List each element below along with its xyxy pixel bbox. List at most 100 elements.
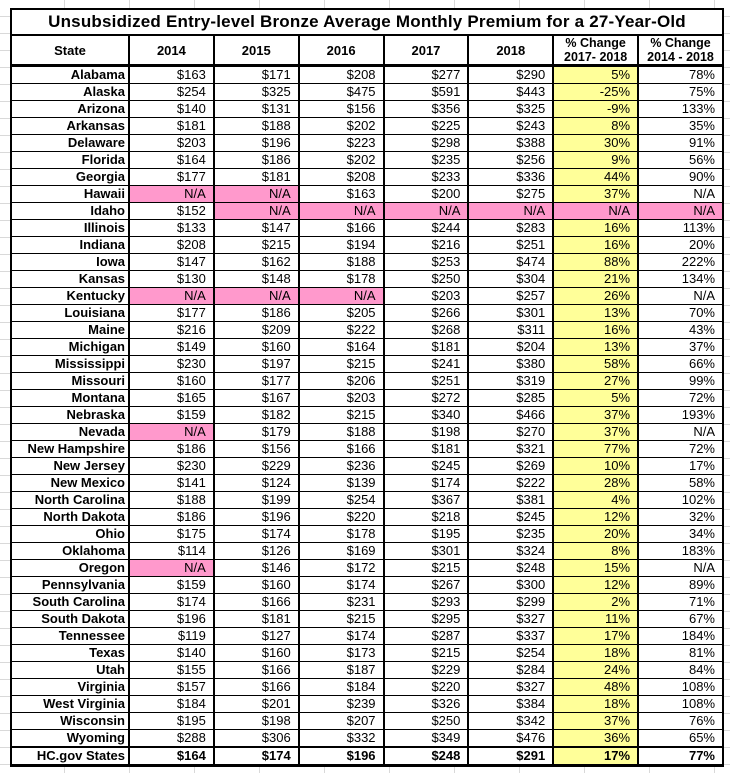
premium-value-cell: $196	[212, 134, 300, 152]
state-cell: Missouri	[10, 372, 130, 390]
state-cell: Michigan	[10, 338, 130, 356]
pct-change-17-18-cell: -9%	[552, 100, 640, 118]
pct-change-17-18-cell: 9%	[552, 151, 640, 169]
pct-change-17-18-cell: 8%	[552, 117, 640, 135]
pct-change-17-18-cell: 26%	[552, 287, 640, 305]
premium-value-cell: $184	[297, 678, 385, 696]
premium-value-cell: $156	[212, 440, 300, 458]
premium-value-cell: $326	[382, 695, 470, 713]
table-row: Nevada N/A $179 $188 $198 $270 37% N/A	[10, 423, 724, 441]
table-row: Arkansas $181 $188 $202 $225 $243 8% 35%	[10, 117, 724, 135]
col-header-pct-change-17-18: % Change 2017- 2018	[552, 34, 640, 67]
state-cell: Alabama	[10, 65, 130, 84]
col-header-2018: 2018	[467, 34, 555, 67]
pct-change-14-18-cell: N/A	[637, 423, 724, 441]
premium-value-cell: $163	[297, 185, 385, 203]
pct-change-14-18-cell: 99%	[637, 372, 724, 390]
premium-value-cell: $146	[212, 559, 300, 577]
pct-change-14-18-cell: 78%	[637, 65, 724, 84]
state-cell: Virginia	[10, 678, 130, 696]
pct-change-14-18-cell: 77%	[637, 746, 724, 767]
premium-value-cell: $147	[212, 219, 300, 237]
premium-value-cell: N/A	[128, 559, 215, 577]
premium-value-cell: $257	[467, 287, 555, 305]
pct-change-17-18-cell: 18%	[552, 644, 640, 662]
pct-change-17-18-cell: 13%	[552, 304, 640, 322]
premium-value-cell: $177	[212, 372, 300, 390]
pct-change-17-18-cell: 24%	[552, 661, 640, 679]
premium-value-cell: $319	[467, 372, 555, 390]
pct-change-17-18-cell: 37%	[552, 423, 640, 441]
table-row: Alaska $254 $325 $475 $591 $443 -25% 75%	[10, 83, 724, 101]
pct-change-14-18-cell: 222%	[637, 253, 724, 271]
col-header-2017: 2017	[382, 34, 470, 67]
premium-value-cell: $266	[382, 304, 470, 322]
pct-change-14-18-cell: 76%	[637, 712, 724, 730]
pct-change-14-18-cell: 84%	[637, 661, 724, 679]
premium-value-cell: $466	[467, 406, 555, 424]
pct-change-14-18-cell: 67%	[637, 610, 724, 628]
premium-value-cell: $342	[467, 712, 555, 730]
premium-value-cell: $304	[467, 270, 555, 288]
premium-value-cell: $298	[382, 134, 470, 152]
pct-change-14-18-cell: 37%	[637, 338, 724, 356]
state-cell: New Mexico	[10, 474, 130, 492]
state-cell: Montana	[10, 389, 130, 407]
table-row: Nebraska $159 $182 $215 $340 $466 37% 193%	[10, 406, 724, 424]
pct-change-14-18-cell: 56%	[637, 151, 724, 169]
premium-value-cell: $216	[128, 321, 215, 339]
premium-value-cell: $177	[128, 168, 215, 186]
table-row: West Virginia $184 $201 $239 $326 $384 18% 108%	[10, 695, 724, 713]
state-cell: Nevada	[10, 423, 130, 441]
state-cell: Nebraska	[10, 406, 130, 424]
table-head: Unsubsidized Entry-level Bronze Average …	[10, 8, 724, 67]
premium-table: Unsubsidized Entry-level Bronze Average …	[10, 8, 724, 767]
table-row: Michigan $149 $160 $164 $181 $204 13% 37%	[10, 338, 724, 356]
table-row: New Mexico $141 $124 $139 $174 $222 28% 58%	[10, 474, 724, 492]
premium-value-cell: $181	[128, 117, 215, 135]
premium-value-cell: $267	[382, 576, 470, 594]
premium-value-cell: $268	[382, 321, 470, 339]
premium-value-cell: $171	[212, 65, 300, 84]
pct-change-17-18-cell: 5%	[552, 389, 640, 407]
pct-change-14-18-label-line1: % Change	[650, 36, 711, 50]
premium-value-cell: $283	[467, 219, 555, 237]
premium-value-cell: $476	[467, 729, 555, 748]
col-header-2014: 2014	[128, 34, 215, 67]
pct-change-17-18-cell: N/A	[552, 202, 640, 220]
premium-value-cell: $149	[128, 338, 215, 356]
pct-change-14-18-cell: 90%	[637, 168, 724, 186]
premium-value-cell: $181	[382, 440, 470, 458]
pct-change-14-18-cell: 32%	[637, 508, 724, 526]
pct-change-17-18-cell: 30%	[552, 134, 640, 152]
premium-value-cell: $165	[128, 389, 215, 407]
table-title: Unsubsidized Entry-level Bronze Average …	[10, 8, 724, 36]
premium-value-cell: $215	[382, 644, 470, 662]
table-row: Georgia $177 $181 $208 $233 $336 44% 90%	[10, 168, 724, 186]
pct-change-17-18-cell: 10%	[552, 457, 640, 475]
premium-value-cell: $195	[128, 712, 215, 730]
premium-value-cell: $173	[297, 644, 385, 662]
premium-value-cell: $160	[212, 338, 300, 356]
premium-value-cell: $177	[128, 304, 215, 322]
pct-change-17-18-cell: 4%	[552, 491, 640, 509]
table-row: Iowa $147 $162 $188 $253 $474 88% 222%	[10, 253, 724, 271]
premium-value-cell: $288	[128, 729, 215, 748]
premium-value-cell: $174	[382, 474, 470, 492]
premium-value-cell: $175	[128, 525, 215, 543]
pct-change-14-18-cell: 66%	[637, 355, 724, 373]
premium-value-cell: $174	[297, 576, 385, 594]
pct-change-14-18-cell: 89%	[637, 576, 724, 594]
premium-value-cell: $202	[297, 117, 385, 135]
pct-change-14-18-cell: 71%	[637, 593, 724, 611]
premium-value-cell: $222	[297, 321, 385, 339]
pct-change-17-18-cell: 12%	[552, 576, 640, 594]
state-cell: Wyoming	[10, 729, 130, 748]
premium-value-cell: N/A	[212, 287, 300, 305]
premium-value-cell: $215	[297, 406, 385, 424]
premium-value-cell: $163	[128, 65, 215, 84]
pct-change-17-18-cell: 37%	[552, 406, 640, 424]
pct-change-14-18-cell: 70%	[637, 304, 724, 322]
premium-value-cell: $203	[297, 389, 385, 407]
